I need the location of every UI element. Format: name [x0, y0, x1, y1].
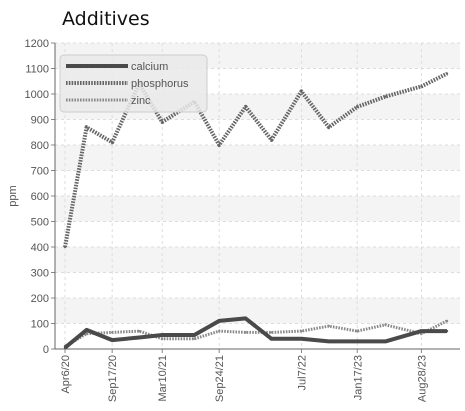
data-point-calcium: [63, 346, 67, 349]
x-tick-label: Jan17/23: [352, 355, 364, 400]
data-point-zinc: [217, 329, 221, 333]
x-tick-label: Sep17/20: [107, 355, 119, 402]
y-tick-label: 300: [31, 268, 49, 280]
y-tick-label: 1200: [25, 38, 49, 50]
data-point-calcium: [300, 337, 303, 340]
grid-band: [55, 196, 460, 222]
y-tick-label: 1100: [25, 64, 49, 76]
y-tick-label: 800: [31, 140, 49, 152]
data-point-calcium: [420, 329, 423, 333]
data-point-zinc: [270, 331, 273, 334]
data-point-calcium: [327, 340, 330, 343]
legend-box: [59, 54, 208, 113]
data-point-zinc: [445, 319, 449, 323]
data-point-phosphorus: [420, 85, 423, 88]
data-point-zinc: [356, 329, 359, 333]
legend-label-zinc: zinc: [131, 95, 151, 107]
data-point-phosphorus: [161, 120, 164, 124]
data-point-zinc: [161, 337, 164, 340]
data-point-phosphorus: [217, 143, 221, 147]
data-point-zinc: [138, 329, 141, 333]
y-tick-label: 600: [31, 191, 49, 203]
x-tick-label: Apr6/20: [60, 355, 72, 394]
data-point-calcium: [356, 340, 359, 343]
data-point-phosphorus: [85, 125, 88, 129]
y-tick-label: 0: [43, 344, 49, 356]
x-tick-label: Sep24/21: [214, 355, 226, 402]
grid-band: [55, 145, 460, 171]
y-tick-label: 1000: [25, 89, 49, 101]
series-line-zinc: [64, 319, 448, 348]
data-point-calcium: [193, 333, 196, 337]
y-axis-title: ppm: [7, 185, 19, 206]
y-tick-label: 200: [31, 293, 49, 305]
data-point-zinc: [193, 337, 196, 340]
data-point-calcium: [270, 337, 273, 340]
y-tick-label: 900: [31, 115, 49, 127]
data-point-calcium: [244, 317, 247, 320]
data-point-calcium: [384, 340, 387, 343]
y-tick-label: 500: [31, 217, 49, 229]
x-tick-label: Aug28/23: [416, 355, 428, 402]
data-point-phosphorus: [384, 95, 387, 98]
data-point-phosphorus: [63, 245, 67, 249]
data-point-zinc: [300, 329, 303, 333]
data-point-calcium: [138, 336, 141, 339]
legend-label-phosphorus: phosphorus: [131, 78, 189, 90]
data-point-phosphorus: [356, 105, 359, 108]
y-tick-label: 400: [31, 242, 49, 254]
x-tick-label: Jul7/22: [296, 355, 308, 390]
data-point-zinc: [384, 323, 387, 326]
y-tick-label: 700: [31, 166, 49, 178]
grid-band: [55, 298, 460, 324]
x-tick-label: Mar10/21: [157, 355, 169, 401]
data-point-zinc: [110, 331, 114, 334]
data-point-calcium: [85, 328, 88, 332]
grid-band: [55, 247, 460, 273]
legend-label-calcium: calcium: [131, 61, 168, 73]
data-point-phosphorus: [327, 125, 330, 129]
data-point-phosphorus: [244, 105, 247, 108]
data-point-phosphorus: [300, 90, 303, 93]
data-point-calcium: [161, 333, 164, 337]
data-point-calcium: [110, 338, 114, 342]
chart-title: Additives: [62, 8, 150, 30]
data-point-zinc: [327, 324, 330, 328]
data-point-calcium: [217, 319, 221, 323]
data-point-calcium: [445, 329, 449, 333]
data-point-phosphorus: [110, 141, 114, 144]
data-point-phosphorus: [445, 72, 449, 75]
data-point-zinc: [85, 332, 88, 335]
y-tick-label: 100: [31, 319, 49, 331]
data-point-phosphorus: [270, 138, 273, 142]
data-point-zinc: [244, 331, 247, 334]
